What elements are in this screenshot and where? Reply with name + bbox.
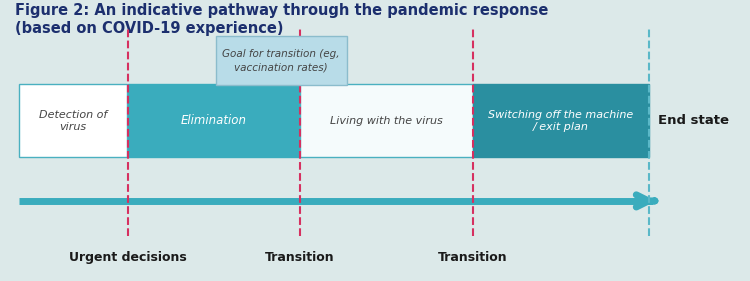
FancyBboxPatch shape xyxy=(128,84,300,157)
Text: Goal for transition (eg,
vaccination rates): Goal for transition (eg, vaccination rat… xyxy=(223,49,340,72)
FancyBboxPatch shape xyxy=(19,84,128,157)
Text: End state: End state xyxy=(658,114,730,127)
Text: Living with the virus: Living with the virus xyxy=(330,116,442,126)
FancyBboxPatch shape xyxy=(472,84,649,157)
Text: Detection of
virus: Detection of virus xyxy=(39,110,107,132)
Text: Elimination: Elimination xyxy=(181,114,247,127)
FancyBboxPatch shape xyxy=(216,36,346,85)
Text: Switching off the machine
/ exit plan: Switching off the machine / exit plan xyxy=(488,110,633,132)
Text: Transition: Transition xyxy=(438,251,507,264)
Text: Transition: Transition xyxy=(266,251,334,264)
Text: Figure 2: An indicative pathway through the pandemic response
(based on COVID-19: Figure 2: An indicative pathway through … xyxy=(15,3,548,37)
FancyBboxPatch shape xyxy=(300,84,472,157)
Text: Urgent decisions: Urgent decisions xyxy=(69,251,186,264)
